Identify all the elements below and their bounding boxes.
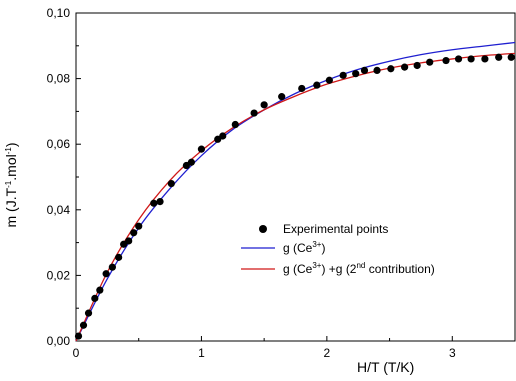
x-tick-label: 1 (198, 346, 205, 360)
data-point (339, 71, 347, 79)
y-tick-label: 0,06 (47, 137, 71, 151)
series-line-2 (75, 52, 516, 342)
data-point (102, 270, 110, 278)
data-point (150, 199, 158, 207)
data-point (130, 229, 138, 237)
experimental-points (74, 53, 515, 340)
legend-label-g-ce-2nd: g (Ce3+) +g (2nd contribution) (283, 261, 435, 276)
data-point (442, 56, 450, 65)
data-point (250, 109, 258, 117)
data-point (360, 66, 369, 74)
axis-ticks: 0 1 2 3 0,00 0,02 0,04 0,06 0,08 0,10 (47, 6, 456, 360)
data-point (454, 55, 463, 63)
data-point (352, 70, 360, 78)
y-tick-label: 0,00 (47, 334, 71, 348)
data-point (115, 253, 123, 261)
data-point (426, 58, 434, 66)
data-point (167, 179, 175, 188)
data-point (401, 63, 409, 71)
series-lines (75, 41, 516, 342)
data-point (325, 76, 333, 84)
legend-label-experimental: Experimental points (283, 222, 388, 236)
data-point (387, 65, 395, 73)
x-tick-label: 3 (449, 346, 456, 360)
y-tick-label: 0,10 (47, 6, 71, 20)
data-point (481, 55, 489, 63)
y-axis-title: m (J.T-1.mol-1) (3, 142, 19, 227)
data-point (197, 145, 206, 153)
data-point (125, 237, 133, 245)
data-point (108, 263, 116, 271)
data-point (413, 61, 421, 70)
data-point (373, 66, 381, 74)
data-point (495, 53, 503, 61)
data-point (187, 158, 195, 166)
data-point (278, 93, 286, 101)
x-tick-label: 0 (73, 346, 80, 360)
data-point (91, 294, 99, 302)
series-line-1 (75, 41, 516, 342)
legend: Experimental points g (Ce3+) g (Ce3+) +g… (241, 222, 435, 276)
data-point (219, 132, 227, 140)
data-point (260, 101, 268, 109)
data-point (313, 81, 321, 89)
data-point (96, 286, 104, 294)
y-tick-label: 0,04 (47, 203, 71, 217)
data-point (467, 55, 475, 63)
data-point (79, 321, 88, 329)
y-tick-label: 0,08 (47, 72, 71, 86)
legend-label-g-ce: g (Ce3+) (283, 240, 325, 255)
data-point (135, 222, 143, 230)
data-point (298, 84, 306, 93)
data-point (231, 120, 239, 129)
data-point (507, 53, 515, 61)
legend-marker-experimental (259, 225, 267, 233)
data-point (74, 332, 83, 340)
x-axis-title: H/T (T/K) (357, 359, 414, 375)
y-tick-label: 0,02 (47, 268, 71, 282)
data-point (84, 309, 93, 317)
x-tick-label: 2 (324, 346, 331, 360)
data-point (156, 198, 164, 206)
